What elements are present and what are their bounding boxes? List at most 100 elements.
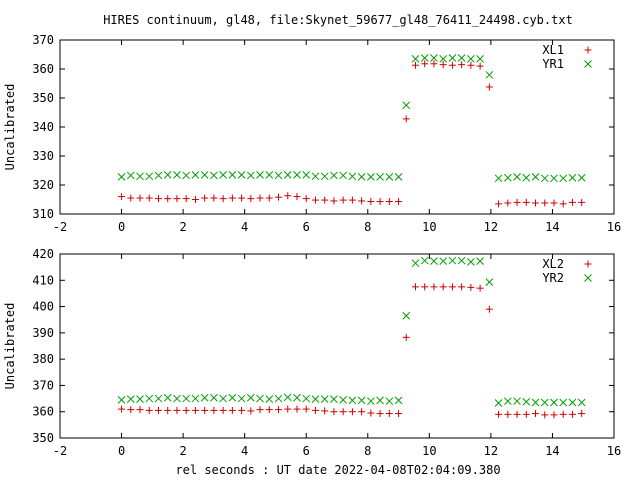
legend-marker	[584, 60, 592, 68]
x-tick-label: 2	[179, 220, 186, 234]
data-point	[164, 406, 172, 414]
data-point	[367, 397, 375, 406]
data-point	[550, 411, 558, 419]
data-point	[247, 195, 255, 203]
data-point	[467, 258, 475, 266]
data-point	[513, 198, 521, 206]
data-point	[394, 396, 403, 405]
y-tick-label: 370	[32, 33, 54, 47]
data-point	[503, 173, 512, 182]
data-point	[485, 70, 494, 79]
data-point	[559, 200, 567, 208]
data-point	[284, 405, 292, 413]
data-point	[467, 61, 475, 69]
series-XL2	[118, 283, 586, 419]
data-point	[274, 171, 283, 180]
data-point	[348, 396, 357, 405]
x-tick-label: 12	[484, 444, 498, 458]
data-point	[522, 397, 531, 406]
y-tick-label: 320	[32, 178, 54, 192]
data-point	[228, 170, 237, 179]
data-point	[210, 171, 218, 180]
data-point	[568, 410, 576, 418]
data-point	[476, 257, 484, 265]
data-point	[246, 171, 255, 180]
data-point	[163, 170, 172, 179]
data-point	[411, 61, 419, 69]
y-tick-label: 400	[32, 300, 54, 314]
data-point	[532, 199, 540, 207]
bottom-panel: -2 0 2 4 6 8 10 12 14 16 350 360 370 380 390 400 410 420 U…	[3, 247, 621, 458]
data-point	[513, 410, 521, 418]
data-point	[256, 170, 264, 179]
y-tick-label: 410	[32, 273, 54, 287]
data-point	[117, 396, 126, 404]
x-tick-label: -2	[53, 444, 67, 458]
data-point	[238, 194, 246, 202]
data-point	[385, 397, 394, 406]
legend-label: XL2	[542, 257, 564, 271]
data-point	[531, 173, 540, 181]
data-point	[339, 171, 348, 180]
y-tick-label: 330	[32, 149, 54, 163]
data-point	[163, 393, 172, 402]
data-point	[283, 393, 292, 402]
data-point	[136, 406, 144, 414]
data-point	[302, 394, 311, 403]
x-tick-label: 10	[422, 444, 436, 458]
data-point	[430, 54, 438, 62]
data-point	[578, 198, 586, 206]
y-tick-label: 360	[32, 405, 54, 419]
data-point	[577, 173, 586, 182]
data-point	[256, 406, 264, 414]
data-point	[458, 283, 466, 291]
data-point	[247, 407, 255, 415]
data-point	[568, 173, 577, 182]
data-point	[376, 173, 384, 181]
data-point	[531, 398, 540, 407]
data-point	[394, 173, 403, 181]
data-point	[376, 198, 384, 206]
legend-label: YR1	[542, 57, 564, 71]
data-point	[541, 411, 549, 419]
data-point	[191, 170, 200, 179]
data-point	[320, 395, 329, 403]
x-tick-label: 16	[607, 220, 621, 234]
data-point	[476, 284, 484, 292]
y-tick-label: 360	[32, 62, 54, 76]
data-point	[154, 394, 163, 403]
x-tick-label: 8	[364, 220, 371, 234]
x-tick-label: 10	[422, 220, 436, 234]
data-point	[136, 172, 144, 181]
data-point	[182, 394, 191, 403]
data-point	[126, 395, 135, 403]
data-point	[430, 283, 438, 291]
series-YR1	[117, 54, 586, 183]
data-point	[210, 194, 218, 202]
data-point	[293, 405, 301, 413]
data-point	[136, 395, 144, 403]
data-point	[302, 405, 310, 413]
data-point	[385, 410, 393, 418]
data-point	[321, 407, 329, 415]
x-tick-label: 8	[364, 444, 371, 458]
plot-frame	[59, 253, 615, 439]
x-tick-label: 0	[118, 220, 125, 234]
data-point	[522, 410, 530, 418]
data-point	[339, 196, 347, 204]
data-point	[568, 198, 576, 206]
data-point	[219, 394, 227, 403]
x-tick-label: 12	[484, 220, 498, 234]
data-point	[457, 54, 466, 62]
data-point	[275, 193, 283, 201]
data-point	[448, 256, 457, 265]
data-point	[200, 170, 209, 179]
data-point	[173, 170, 181, 179]
data-point	[559, 174, 568, 183]
data-point	[448, 54, 457, 62]
data-point	[522, 173, 531, 182]
x-tick-label: 4	[241, 220, 248, 234]
x-tick-label: 2	[179, 444, 186, 458]
data-point	[219, 406, 227, 414]
y-tick-label: 390	[32, 326, 54, 340]
